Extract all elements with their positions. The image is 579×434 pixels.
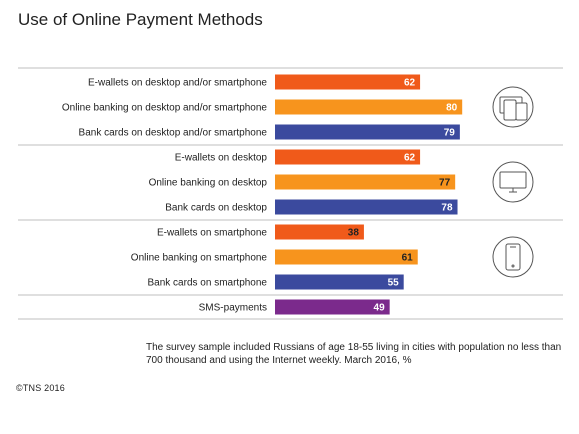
value-label: 62: [404, 78, 416, 89]
bar: [275, 275, 404, 290]
category-label: Bank cards on smartphone: [147, 278, 267, 289]
category-label: E-wallets on desktop: [175, 153, 268, 164]
value-label: 49: [374, 303, 386, 314]
copyright: ©TNS 2016: [16, 383, 65, 393]
value-label: 55: [388, 278, 400, 289]
bar: [275, 125, 460, 140]
bar: [275, 75, 420, 90]
category-label: Online banking on desktop and/or smartph…: [62, 103, 268, 114]
value-label: 61: [402, 253, 414, 264]
bar: [275, 150, 420, 165]
category-label: SMS-payments: [199, 303, 267, 314]
category-label: Online banking on desktop: [149, 178, 268, 189]
value-label: 79: [444, 128, 456, 139]
desktop-icon: [493, 162, 533, 202]
bar: [275, 250, 418, 265]
category-label: Bank cards on desktop and/or smartphone: [79, 128, 268, 139]
bar: [275, 300, 390, 315]
category-label: Online banking on smartphone: [131, 253, 268, 264]
bar: [275, 100, 462, 115]
bars-layer: [275, 75, 462, 315]
value-label: 38: [348, 228, 360, 239]
category-label: Bank cards on desktop: [165, 203, 267, 214]
value-label: 80: [446, 103, 458, 114]
category-label: E-wallets on desktop and/or smartphone: [88, 78, 267, 89]
value-label: 62: [404, 153, 416, 164]
bar: [275, 200, 458, 215]
bar: [275, 175, 455, 190]
category-label: E-wallets on smartphone: [157, 228, 267, 239]
category-labels-layer: E-wallets on desktop and/or smartphone On…: [62, 78, 268, 314]
value-label: 77: [439, 178, 451, 189]
value-label: 78: [441, 203, 453, 214]
desktop-and-smartphone-icon: [493, 87, 533, 127]
footnote: The survey sample included Russians of a…: [146, 341, 566, 367]
smartphone-icon: [493, 237, 533, 277]
